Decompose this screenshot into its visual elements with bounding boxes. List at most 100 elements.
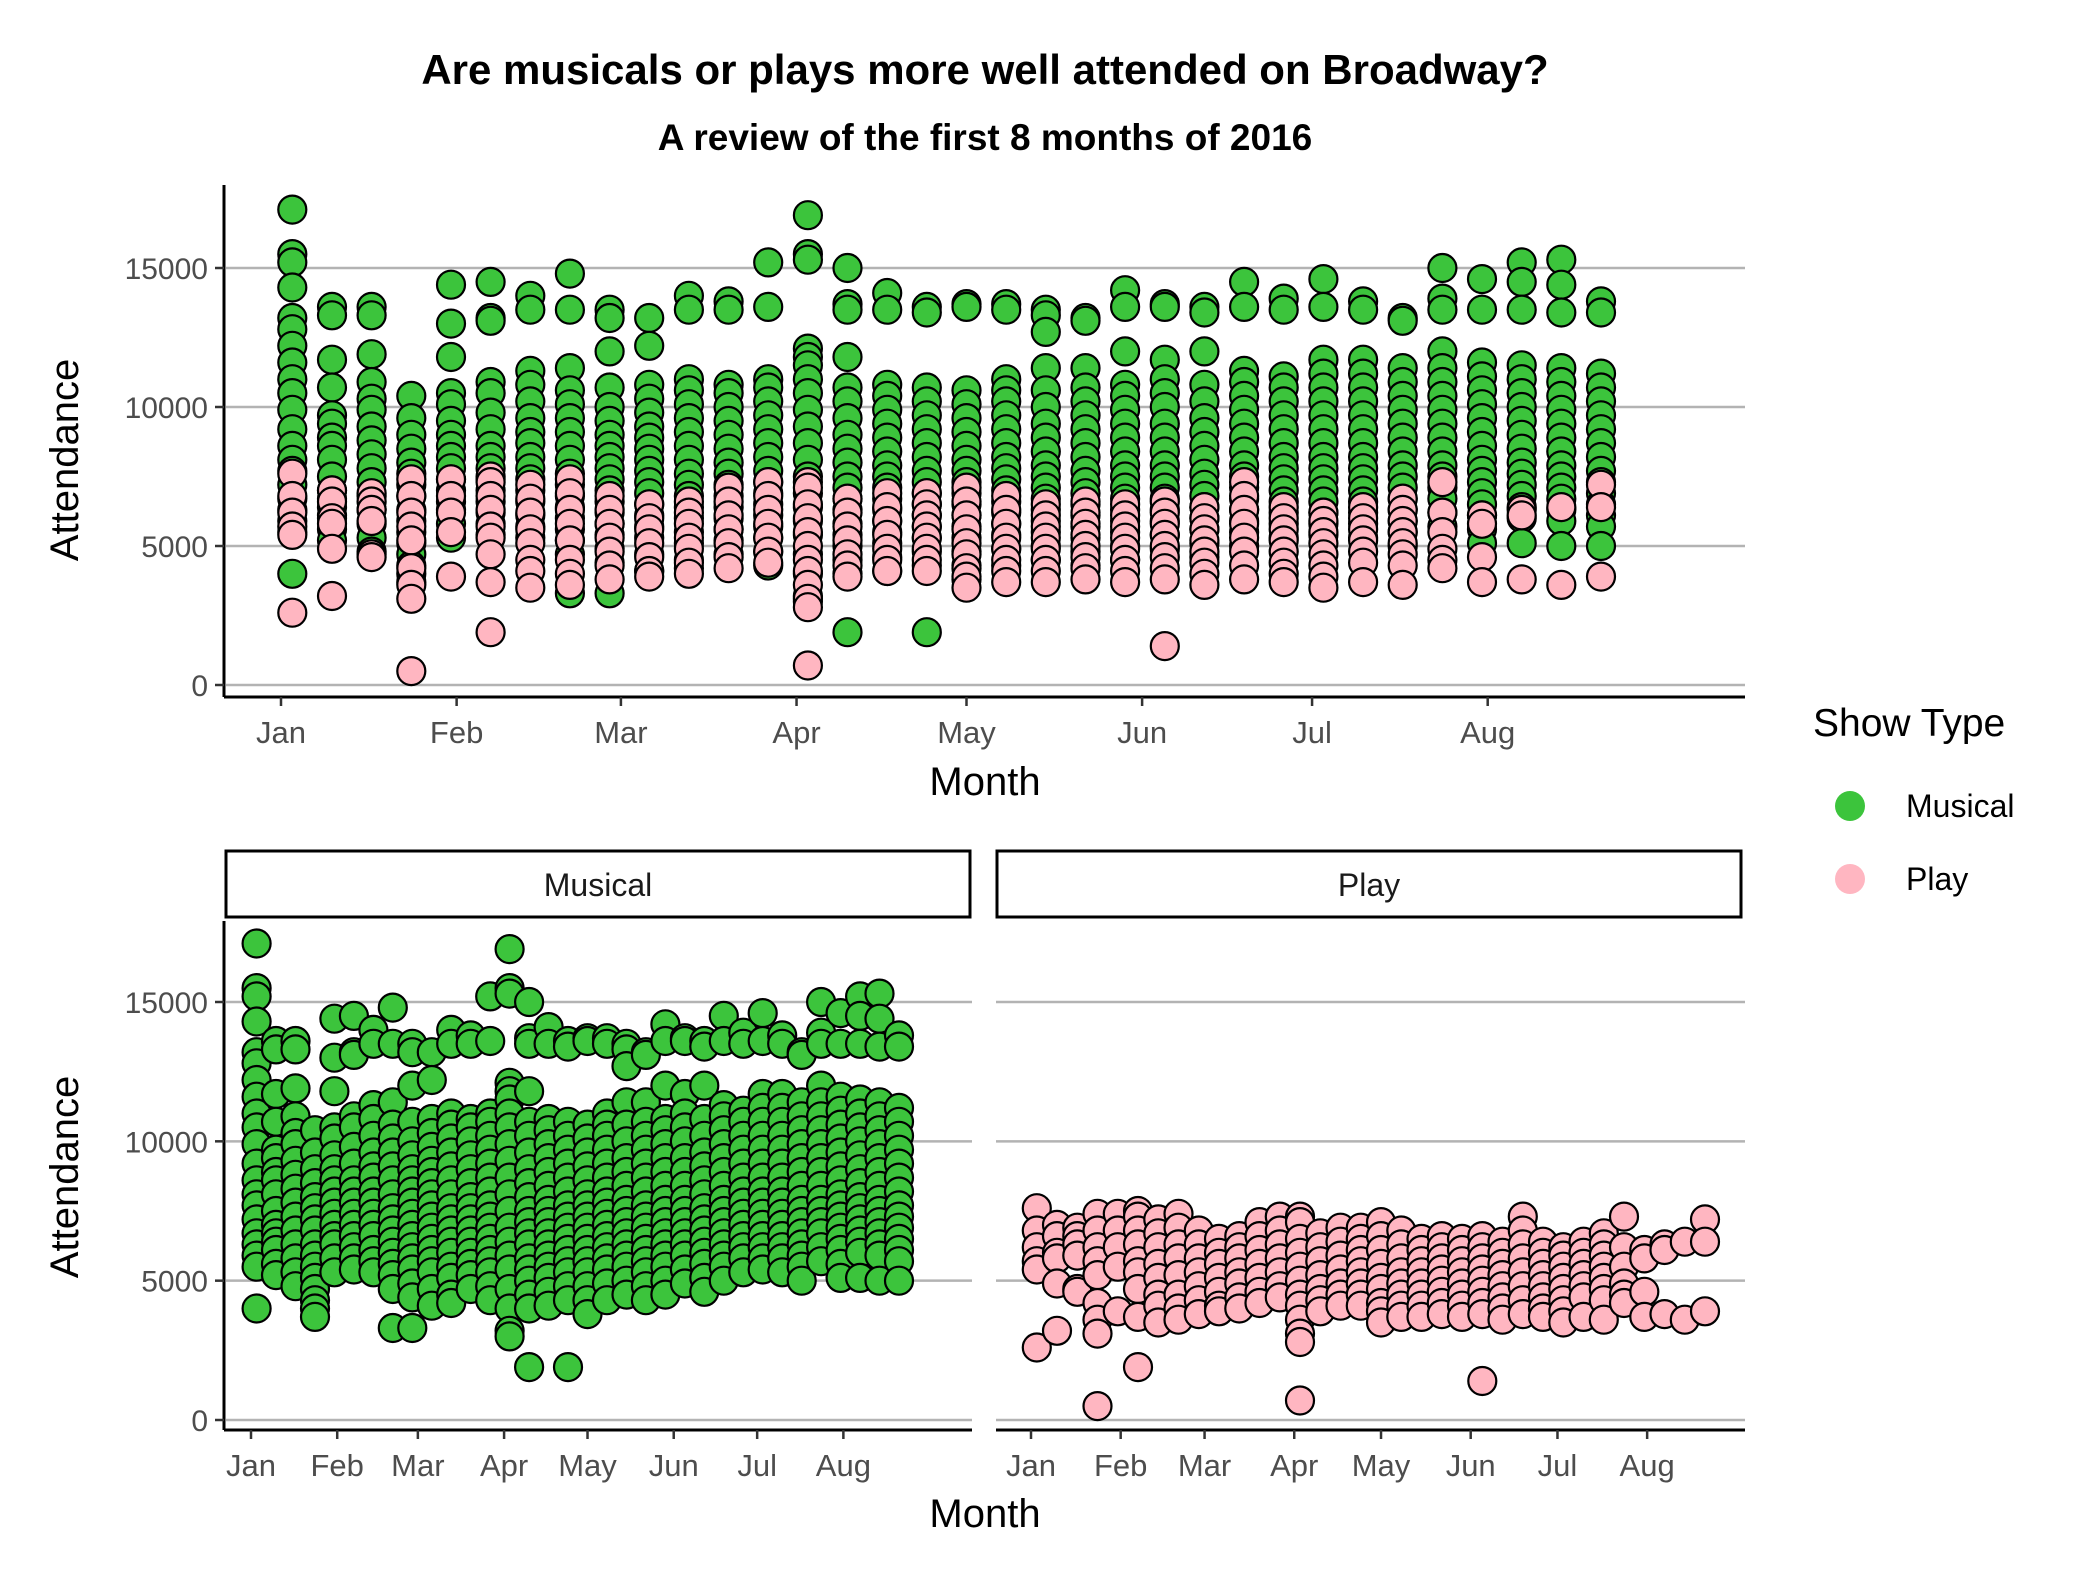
point-musical (753, 291, 784, 322)
point-play (1030, 566, 1061, 598)
x-tick-label: Aug (816, 1448, 871, 1483)
point-musical (280, 1034, 311, 1065)
point-musical (241, 1006, 272, 1037)
combined-y-ticks: 0 5000 10000 15000 (125, 253, 224, 703)
x-tick-label: Jan (226, 1448, 276, 1483)
point-play (1070, 564, 1101, 595)
point-play (1466, 508, 1498, 539)
point-play (356, 541, 387, 573)
point-musical (991, 294, 1022, 325)
point-musical (594, 336, 625, 367)
point-musical (747, 997, 778, 1029)
point-musical (397, 1312, 428, 1344)
point-play (1189, 569, 1220, 601)
point-musical (883, 1031, 915, 1062)
point-play (1546, 569, 1577, 601)
chart-title: Are musicals or plays more well attended… (421, 46, 1548, 93)
facet-musical-points (241, 928, 915, 1383)
point-play (1467, 1365, 1498, 1397)
point-musical (1149, 291, 1180, 322)
point-musical (316, 300, 348, 331)
point-musical (713, 294, 744, 325)
facet-play: Play Jan Feb Mar Apr May Jun Jul Aug (995, 849, 1745, 1483)
point-musical (951, 291, 982, 322)
point-play (277, 519, 308, 551)
point-musical (277, 247, 308, 278)
point-play (594, 564, 625, 595)
point-musical (280, 1073, 311, 1104)
point-musical (435, 341, 467, 373)
point-play (1506, 564, 1537, 595)
y-tick-label: 0 (191, 670, 208, 703)
x-tick-label: Feb (311, 1448, 364, 1483)
facet-strip-play (995, 849, 1743, 919)
point-play (475, 539, 506, 570)
point-musical (241, 1293, 272, 1324)
facet-musical-x-ticks: Jan Feb Mar Apr May Jun Jul Aug (226, 1430, 871, 1483)
x-tick-label: Apr (480, 1448, 528, 1483)
point-musical (792, 200, 824, 231)
point-musical (792, 244, 824, 275)
y-tick-label: 10000 (125, 1126, 208, 1159)
combined-x-axis-title: Month (929, 760, 1040, 804)
x-tick-label: Jun (649, 1448, 699, 1483)
point-play (356, 505, 387, 537)
point-musical (594, 302, 625, 334)
point-musical (1228, 291, 1260, 322)
x-tick-label: Jun (1446, 1448, 1496, 1483)
legend-label-play: Play (1906, 861, 1968, 897)
point-play (475, 617, 506, 648)
point-play (1387, 569, 1418, 601)
point-play (832, 561, 863, 592)
point-play (316, 533, 348, 564)
point-play (1585, 492, 1617, 523)
point-play (1427, 553, 1458, 584)
point-play (316, 580, 348, 612)
point-musical (1109, 291, 1141, 322)
point-musical (277, 558, 308, 589)
point-musical (475, 266, 506, 297)
point-musical (513, 1351, 545, 1383)
point-play (316, 508, 348, 539)
point-play (1284, 1326, 1316, 1358)
point-play (634, 561, 665, 592)
x-tick-label: May (558, 1448, 617, 1483)
facet-strip-label-musical: Musical (544, 867, 652, 903)
point-musical (753, 247, 784, 278)
legend-title: Show Type (1813, 702, 2005, 745)
y-tick-label: 5000 (141, 1266, 208, 1299)
point-musical (316, 372, 348, 403)
point-play (475, 566, 506, 598)
point-musical (1387, 305, 1418, 336)
legend: Show Type Musical Play (1813, 702, 2014, 897)
legend-key-musical (1835, 791, 1865, 821)
point-musical (319, 1076, 350, 1107)
x-tick-label: May (937, 715, 996, 750)
x-tick-label: Feb (430, 715, 483, 750)
y-tick-label: 10000 (125, 392, 208, 425)
point-musical (1070, 305, 1101, 336)
x-tick-label: Aug (1460, 715, 1515, 750)
point-musical (277, 194, 308, 225)
point-play (911, 555, 942, 587)
point-musical (1546, 244, 1577, 275)
facet-play-x-ticks: Jan Feb Mar Apr May Jun Jul Aug (1006, 1430, 1675, 1483)
point-musical (1506, 266, 1537, 297)
point-musical (435, 269, 467, 300)
x-tick-label: Mar (391, 1448, 444, 1483)
point-play (515, 572, 546, 603)
x-tick-label: Apr (772, 715, 820, 750)
point-musical (1506, 294, 1537, 325)
point-musical (316, 344, 348, 375)
point-musical (554, 258, 586, 289)
facets-x-axis-title: Month (929, 1492, 1040, 1536)
point-musical (377, 992, 408, 1023)
point-play (1689, 1226, 1721, 1257)
x-tick-label: May (1352, 1448, 1411, 1483)
point-musical (1466, 264, 1498, 295)
x-tick-label: Mar (1178, 1448, 1231, 1483)
x-tick-label: Jul (737, 1448, 777, 1483)
point-musical (1506, 528, 1537, 559)
point-musical (832, 294, 863, 325)
